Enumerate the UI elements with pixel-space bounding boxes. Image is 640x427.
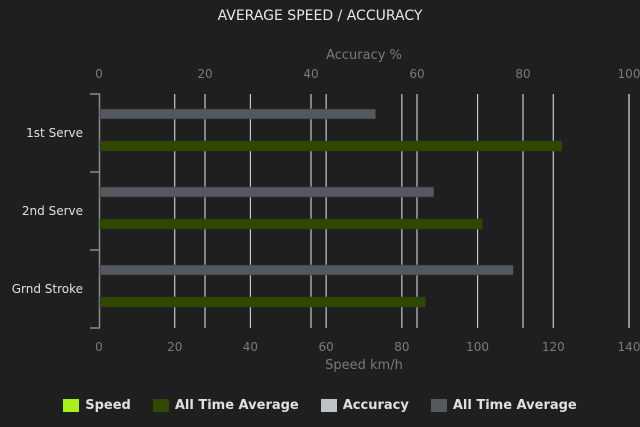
x-tick-label-bottom: 60 <box>319 340 334 354</box>
legend-item-accuracy-average[interactable]: All Time Average <box>430 398 577 413</box>
x-tick-label-top: 60 <box>409 67 424 81</box>
chart-title: AVERAGE SPEED / ACCURACY <box>217 8 423 24</box>
bar-accuracy-average <box>99 264 514 276</box>
x-tick-label-top: 80 <box>515 67 530 81</box>
x-tick-label-bottom: 20 <box>167 340 182 354</box>
x-tick-label-bottom: 140 <box>618 340 640 354</box>
top-axis-title: Accuracy % <box>326 48 402 63</box>
legend-label: All Time Average <box>174 398 299 413</box>
x-tick-label-top: 100 <box>618 67 640 81</box>
bar-speed-average <box>99 296 426 308</box>
legend-item-speed-average[interactable]: All Time Average <box>152 398 299 413</box>
y-tick-label: Grnd Stroke <box>12 282 83 296</box>
y-tick-label: 1st Serve <box>26 126 83 140</box>
legend-item-speed[interactable]: Speed <box>63 398 131 413</box>
bar-accuracy-average <box>99 108 376 120</box>
bottom-axis-title: Speed km/h <box>325 358 403 373</box>
legend-label: All Time Average <box>452 398 577 413</box>
legend-label: Accuracy <box>342 398 409 413</box>
bar-speed-average <box>99 218 483 230</box>
bar-accuracy-average <box>99 186 435 198</box>
x-tick-label-top: 40 <box>303 67 318 81</box>
x-tick-label-bottom: 40 <box>243 340 258 354</box>
legend-swatch <box>63 399 80 412</box>
legend-item-accuracy[interactable]: Accuracy <box>320 398 409 413</box>
legend-swatch <box>430 399 447 412</box>
x-tick-label-bottom: 120 <box>542 340 565 354</box>
x-tick-label-bottom: 0 <box>95 340 103 354</box>
legend-swatch <box>152 399 169 412</box>
x-tick-label-bottom: 100 <box>466 340 489 354</box>
legend-swatch <box>320 399 337 412</box>
x-tick-label-bottom: 80 <box>394 340 409 354</box>
x-tick-label-top: 0 <box>95 67 103 81</box>
y-tick-label: 2nd Serve <box>22 204 83 218</box>
legend: Speed All Time Average Accuracy All Time… <box>0 398 640 413</box>
legend-label: Speed <box>85 398 131 413</box>
x-tick-label-top: 20 <box>197 67 212 81</box>
bar-speed-average <box>99 140 563 152</box>
